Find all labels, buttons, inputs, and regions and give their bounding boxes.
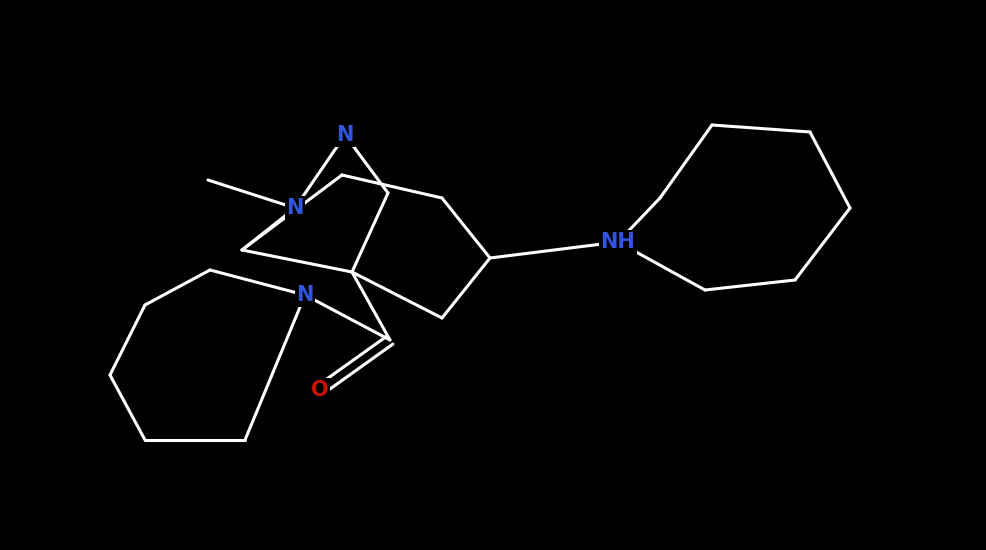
Text: O: O	[311, 380, 328, 400]
Text: N: N	[286, 198, 304, 218]
Text: N: N	[336, 125, 353, 145]
Text: N: N	[296, 285, 314, 305]
Text: NH: NH	[600, 232, 635, 252]
